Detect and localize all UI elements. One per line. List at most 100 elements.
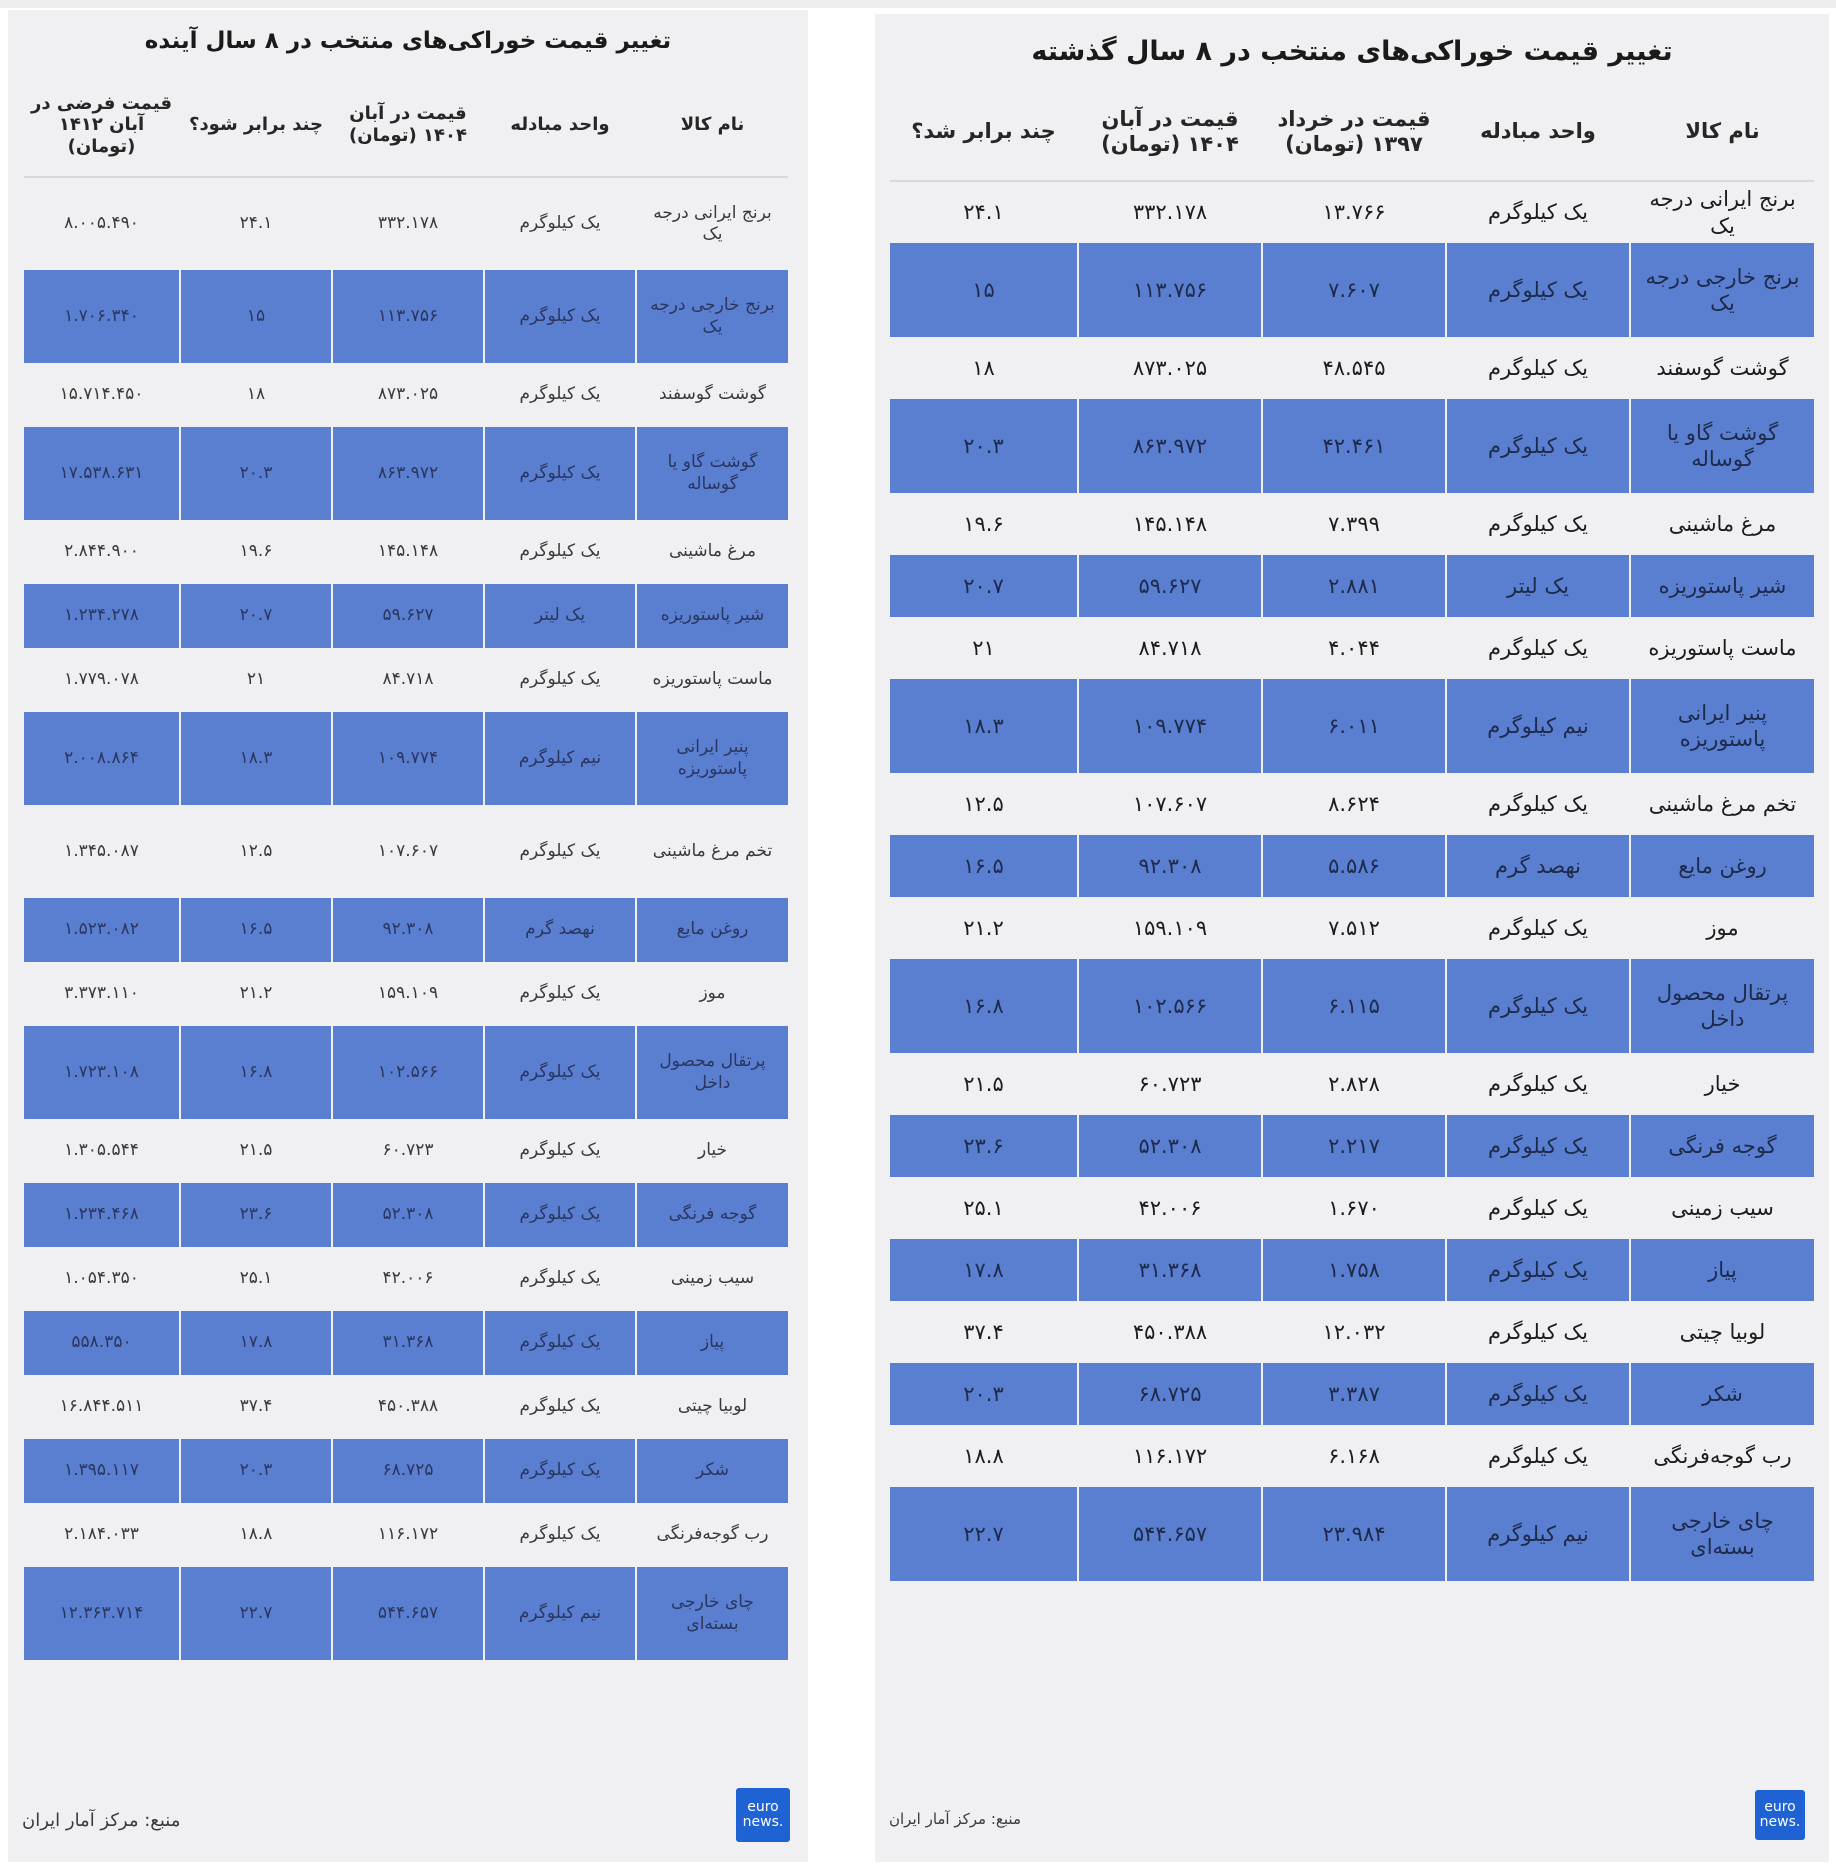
table-cell: ۱۷.۸ <box>179 1311 332 1375</box>
table-cell: ۲۰.۷ <box>890 555 1078 617</box>
table-cell: ۶۰.۷۲۳ <box>331 1119 484 1183</box>
table-cell: ۱۵۹.۱۰۹ <box>331 962 484 1026</box>
table-cell: ۱۴۵.۱۴۸ <box>331 520 484 584</box>
table-cell: ۲.۸۲۸ <box>1261 1053 1446 1115</box>
table-cell: ۸۷۳.۰۲۵ <box>1077 337 1262 399</box>
table-cell: یک کیلوگرم <box>1445 1363 1630 1425</box>
logo-line-1: euro <box>1764 1799 1796 1815</box>
table-cell: یک کیلوگرم <box>483 177 636 270</box>
table-row: برنج خارجی درجه یک یک کیلوگرم ۷.۶۰۷ ۱۱۳.۷۵۶… <box>890 243 1814 337</box>
table-header-row: نام کالا واحد مبادله قیمت در آبان ۱۴۰۴ (تو… <box>24 74 788 178</box>
table-cell: ۱۲.۵ <box>890 773 1078 835</box>
table-row: لوبیا چیتی یک کیلوگرم ۴۵۰.۳۸۸ ۳۷.۴ ۱۶.۸۴۴.۵۱… <box>24 1375 788 1439</box>
table-cell: یک کیلوگرم <box>483 1311 636 1375</box>
table-row: رب گوجه‌فرنگی یک کیلوگرم ۱۱۶.۱۷۲ ۱۸.۸ ۲.۱۸۴.… <box>24 1503 788 1567</box>
table-cell: موز <box>1629 897 1814 959</box>
table-cell: خیار <box>635 1119 788 1183</box>
table-row: پرتقال محصول داخل یک کیلوگرم ۶.۱۱۵ ۱۰۲.۵۶۶ ۱… <box>890 959 1814 1053</box>
table-cell: یک کیلوگرم <box>1445 493 1630 555</box>
table-cell: ۷.۳۹۹ <box>1261 493 1446 555</box>
table-cell: رب گوجه‌فرنگی <box>635 1503 788 1567</box>
table-cell: ۸۷۳.۰۲۵ <box>331 363 484 427</box>
table-cell: ۵۴۴.۶۵۷ <box>331 1567 484 1660</box>
future-prices-table: نام کالا واحد مبادله قیمت در آبان ۱۴۰۴ (تو… <box>24 74 788 1660</box>
table-cell: یک کیلوگرم <box>1445 959 1630 1053</box>
table-row: موز یک کیلوگرم ۷.۵۱۲ ۱۵۹.۱۰۹ ۲۱.۲ <box>890 897 1814 959</box>
table-cell: ۱۲.۳۶۳.۷۱۴ <box>24 1567 180 1660</box>
table-cell: ۱۶.۵ <box>179 898 332 962</box>
source-note: منبع: مرکز آمار ایران <box>889 1810 1021 1828</box>
table-cell: ۸.۶۲۴ <box>1261 773 1446 835</box>
table-cell: ۳.۳۸۷ <box>1261 1363 1446 1425</box>
table-cell: ۱۱۳.۷۵۶ <box>1077 243 1262 337</box>
table-cell: گوشت گوسفند <box>635 363 788 427</box>
table-cell: ۵۲.۳۰۸ <box>1077 1115 1262 1177</box>
table-cell: ۸۶۳.۹۷۲ <box>1077 399 1262 493</box>
table-cell: ۲۱.۲ <box>179 962 332 1026</box>
table-cell: ۱.۷۲۳.۱۰۸ <box>24 1026 180 1119</box>
table-row: روغن مایع نهصد گرم ۹۲.۳۰۸ ۱۶.۵ ۱.۵۲۳.۰۸۲ <box>24 898 788 962</box>
table-cell: برنج ایرانی درجه یک <box>1629 181 1814 243</box>
table-row: روغن مایع نهصد گرم ۵.۵۸۶ ۹۲.۳۰۸ ۱۶.۵ <box>890 835 1814 897</box>
table-cell: یک کیلوگرم <box>483 427 636 520</box>
column-header: چند برابر شود؟ <box>179 74 332 178</box>
table-row: گوجه فرنگی یک کیلوگرم ۵۲.۳۰۸ ۲۳.۶ ۱.۲۳۴.۴۶۸ <box>24 1183 788 1247</box>
table-cell: ۵.۵۸۶ <box>1261 835 1446 897</box>
table-cell: ماست پاستوریزه <box>1629 617 1814 679</box>
table-cell: ۲۰.۳ <box>179 427 332 520</box>
table-row: برنج ایرانی درجه یک یک کیلوگرم ۱۳.۷۶۶ ۳۳۲.۱… <box>890 181 1814 243</box>
table-cell: ۵۹.۶۲۷ <box>331 584 484 648</box>
table-row: مرغ ماشینی یک کیلوگرم ۱۴۵.۱۴۸ ۱۹.۶ ۲.۸۴۴.۹۰۰ <box>24 520 788 584</box>
table-row: خیار یک کیلوگرم ۶۰.۷۲۳ ۲۱.۵ ۱.۳۰۵.۵۴۴ <box>24 1119 788 1183</box>
table-row: شکر یک کیلوگرم ۳.۳۸۷ ۶۸.۷۲۵ ۲۰.۳ <box>890 1363 1814 1425</box>
column-header: قیمت در آبان ۱۴۰۴ (تومان) <box>1077 84 1262 182</box>
table-row: پیاز یک کیلوگرم ۱.۷۵۸ ۳۱.۳۶۸ ۱۷.۸ <box>890 1239 1814 1301</box>
table-cell: ۲۱.۵ <box>179 1119 332 1183</box>
table-cell: مرغ ماشینی <box>635 520 788 584</box>
table-cell: ۱۶.۸۴۴.۵۱۱ <box>24 1375 180 1439</box>
table-cell: ۲۳.۹۸۴ <box>1261 1487 1446 1581</box>
table-cell: پنیر ایرانی پاستوریزه <box>1629 679 1814 773</box>
table-cell: ۴.۰۴۴ <box>1261 617 1446 679</box>
table-cell: پنیر ایرانی پاستوریزه <box>635 712 788 805</box>
table-cell: یک کیلوگرم <box>483 1183 636 1247</box>
table-cell: ۶.۰۱۱ <box>1261 679 1446 773</box>
table-cell: ۱۱۶.۱۷۲ <box>1077 1425 1262 1487</box>
column-header: قیمت فرضی در آبان ۱۴۱۲ (تومان) <box>24 74 180 178</box>
table-cell: یک کیلوگرم <box>1445 1177 1630 1239</box>
table-row: چای خارجی بسته‌ای نیم کیلوگرم ۵۴۴.۶۵۷ ۲۲.۷ ۱… <box>24 1567 788 1660</box>
table-cell: ۴۵۰.۳۸۸ <box>1077 1301 1262 1363</box>
table-cell: ۲.۰۰۸.۸۶۴ <box>24 712 180 805</box>
table-cell: گوشت گاو یا گوساله <box>1629 399 1814 493</box>
table-cell: چای خارجی بسته‌ای <box>1629 1487 1814 1581</box>
table-cell: یک لیتر <box>1445 555 1630 617</box>
table-cell: گوشت گوسفند <box>1629 337 1814 399</box>
euronews-logo: euro news. <box>736 1788 790 1842</box>
table-cell: ۴۲.۰۰۶ <box>1077 1177 1262 1239</box>
table-cell: ۱۶.۸ <box>890 959 1078 1053</box>
table-cell: ۱۰۷.۶۰۷ <box>1077 773 1262 835</box>
table-cell: ۱۸.۳ <box>890 679 1078 773</box>
table-cell: ۲۱ <box>890 617 1078 679</box>
table-cell: ۱۸ <box>179 363 332 427</box>
logo-line-2: news. <box>1759 1814 1801 1830</box>
table-cell: رب گوجه‌فرنگی <box>1629 1425 1814 1487</box>
table-cell: ۲۰.۳ <box>890 399 1078 493</box>
logo-line-1: euro <box>747 1799 779 1815</box>
table-cell: ۱۷.۸ <box>890 1239 1078 1301</box>
table-cell: پیاز <box>1629 1239 1814 1301</box>
past-prices-table: نام کالا واحد مبادله قیمت در خرداد ۱۳۹۷ (ت… <box>890 84 1814 1581</box>
table-cell: ۳۷.۴ <box>179 1375 332 1439</box>
table-cell: یک کیلوگرم <box>483 520 636 584</box>
table-cell: ۶۸.۷۲۵ <box>1077 1363 1262 1425</box>
table-row: لوبیا چیتی یک کیلوگرم ۱۲.۰۳۲ ۴۵۰.۳۸۸ ۳۷.۴ <box>890 1301 1814 1363</box>
table-cell: ۱۷.۵۳۸.۶۳۱ <box>24 427 180 520</box>
table-row: پرتقال محصول داخل یک کیلوگرم ۱۰۲.۵۶۶ ۱۶.۸ ۱.… <box>24 1026 788 1119</box>
table-cell: ۲.۸۴۴.۹۰۰ <box>24 520 180 584</box>
table-cell: ۴۵۰.۳۸۸ <box>331 1375 484 1439</box>
table-cell: چای خارجی بسته‌ای <box>635 1567 788 1660</box>
table-cell: ۱.۷۵۸ <box>1261 1239 1446 1301</box>
past-prices-panel: تغییر قیمت خوراکی‌های منتخب در ۸ سال گذش… <box>875 14 1829 1862</box>
table-row: برنج خارجی درجه یک یک کیلوگرم ۱۱۳.۷۵۶ ۱۵ ۱.۷… <box>24 270 788 363</box>
table-cell: موز <box>635 962 788 1026</box>
